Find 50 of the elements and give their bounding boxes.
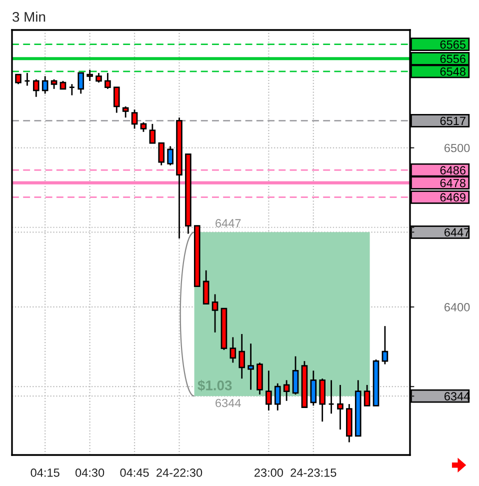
candlestick — [364, 384, 370, 406]
x-tick-label: 04:45 — [120, 468, 149, 477]
candlestick — [238, 333, 246, 380]
ref-line-label: 6565 — [440, 40, 466, 49]
candlestick — [104, 72, 111, 90]
x-tick-label: 24-22:30 — [156, 468, 202, 477]
candlestick — [78, 72, 84, 94]
candlestick — [96, 72, 102, 84]
candlestick — [202, 270, 210, 304]
x-tick-label: 24-23:15 — [290, 468, 336, 477]
candlestick — [158, 142, 165, 166]
candlestick — [15, 74, 22, 85]
candlestick — [50, 78, 58, 90]
candlestick — [310, 370, 317, 406]
chart-title: 3 Min — [12, 12, 46, 22]
y-tick-label: 6500 — [444, 144, 470, 152]
ref-line-label: 6548 — [440, 67, 466, 76]
ref-line-label: 6469 — [440, 193, 466, 202]
ref-line-label: 6486 — [440, 166, 466, 174]
candlestick — [42, 75, 48, 94]
candlestick — [266, 370, 272, 412]
candlestick — [319, 378, 326, 422]
y-tick-label: 6400 — [444, 303, 470, 312]
candlestick — [292, 356, 299, 396]
candlestick — [212, 294, 218, 334]
candlestick — [86, 69, 93, 82]
ref-line-label: 6517 — [440, 116, 466, 126]
candlestick — [230, 336, 236, 364]
candlestick — [328, 379, 334, 414]
annotation: 6344 — [216, 398, 241, 408]
candlestick — [337, 384, 344, 430]
candlestick — [131, 108, 138, 130]
ref-line-label: 6478 — [440, 178, 466, 188]
ref-line-label: 6556 — [440, 54, 466, 64]
x-tick-label: 23:00 — [254, 468, 283, 477]
candlestick — [140, 122, 147, 133]
candlestick — [24, 72, 30, 86]
candlestick — [68, 83, 76, 96]
candlestick — [274, 382, 281, 412]
x-tick-label: 04:15 — [30, 468, 60, 477]
annotation: 6447 — [216, 219, 241, 228]
candlestick — [167, 146, 174, 166]
candlestick — [113, 86, 120, 114]
candlestick — [149, 123, 156, 144]
candlestick — [122, 106, 129, 118]
x-tick-label: 04:30 — [76, 468, 104, 477]
candlestick — [382, 325, 388, 365]
candlestick — [32, 78, 40, 98]
candlestick — [283, 379, 290, 402]
candlestick — [248, 342, 254, 390]
